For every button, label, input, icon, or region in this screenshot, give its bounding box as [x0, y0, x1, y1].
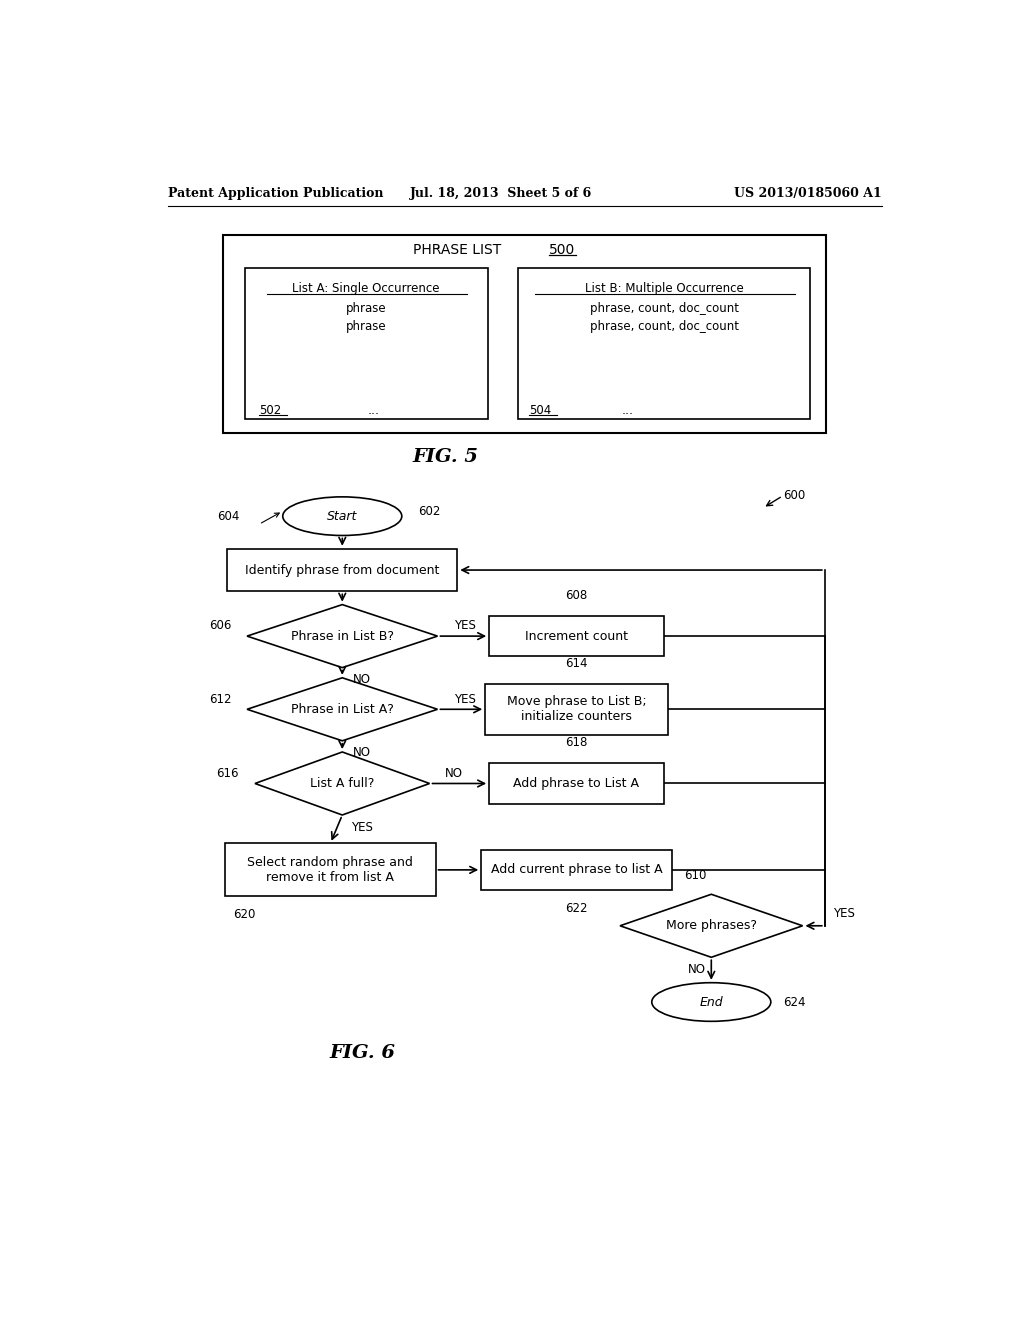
Text: phrase, count, doc_count: phrase, count, doc_count	[590, 319, 739, 333]
Text: PHRASE LIST: PHRASE LIST	[414, 243, 502, 257]
Text: Add current phrase to list A: Add current phrase to list A	[490, 863, 663, 876]
FancyBboxPatch shape	[225, 843, 435, 896]
Text: US 2013/0185060 A1: US 2013/0185060 A1	[734, 187, 882, 201]
Text: Phrase in List B?: Phrase in List B?	[291, 630, 394, 643]
FancyBboxPatch shape	[227, 549, 458, 591]
Text: End: End	[699, 995, 723, 1008]
Text: phrase: phrase	[346, 302, 386, 315]
Text: NO: NO	[444, 767, 463, 780]
Text: List A full?: List A full?	[310, 777, 375, 789]
Ellipse shape	[652, 982, 771, 1022]
Text: YES: YES	[351, 821, 373, 834]
Text: 614: 614	[565, 657, 588, 671]
FancyBboxPatch shape	[481, 850, 672, 890]
Polygon shape	[255, 752, 430, 814]
Text: Select random phrase and
remove it from list A: Select random phrase and remove it from …	[248, 855, 414, 884]
Text: YES: YES	[455, 619, 476, 632]
Polygon shape	[247, 677, 437, 741]
Text: NO: NO	[353, 747, 371, 759]
Text: NO: NO	[353, 673, 371, 686]
Text: 616: 616	[217, 767, 240, 780]
Polygon shape	[247, 605, 437, 668]
Text: 608: 608	[565, 589, 588, 602]
Text: ...: ...	[368, 404, 380, 417]
Text: Move phrase to List B;
initialize counters: Move phrase to List B; initialize counte…	[507, 696, 646, 723]
Text: FIG. 6: FIG. 6	[329, 1044, 395, 1061]
Text: 620: 620	[233, 908, 256, 921]
Text: ...: ...	[622, 404, 634, 417]
Text: YES: YES	[455, 693, 476, 706]
Text: Start: Start	[327, 510, 357, 523]
Text: 612: 612	[209, 693, 231, 706]
FancyBboxPatch shape	[246, 268, 487, 418]
Text: 502: 502	[259, 404, 282, 417]
Text: 606: 606	[209, 619, 231, 632]
Text: 602: 602	[418, 504, 440, 517]
Text: 600: 600	[782, 490, 805, 503]
Text: 604: 604	[217, 510, 240, 523]
Text: phrase: phrase	[346, 319, 386, 333]
FancyBboxPatch shape	[489, 763, 664, 804]
Text: List A: Single Occurrence: List A: Single Occurrence	[292, 282, 440, 294]
Text: Identify phrase from document: Identify phrase from document	[245, 564, 439, 577]
Text: More phrases?: More phrases?	[666, 919, 757, 932]
Text: phrase, count, doc_count: phrase, count, doc_count	[590, 302, 739, 315]
Ellipse shape	[283, 496, 401, 536]
Text: 500: 500	[549, 243, 574, 257]
FancyBboxPatch shape	[223, 235, 826, 433]
Text: Patent Application Publication: Patent Application Publication	[168, 187, 383, 201]
Polygon shape	[620, 894, 803, 957]
Text: Add phrase to List A: Add phrase to List A	[513, 777, 639, 789]
Text: 624: 624	[782, 995, 805, 1008]
Text: Phrase in List A?: Phrase in List A?	[291, 702, 393, 715]
Text: 610: 610	[684, 870, 707, 883]
FancyBboxPatch shape	[489, 615, 664, 656]
Text: NO: NO	[688, 964, 706, 975]
FancyBboxPatch shape	[518, 268, 811, 418]
Text: List B: Multiple Occurrence: List B: Multiple Occurrence	[585, 282, 743, 294]
Text: 504: 504	[528, 404, 551, 417]
Text: Increment count: Increment count	[525, 630, 628, 643]
FancyBboxPatch shape	[485, 684, 668, 735]
Text: 622: 622	[565, 902, 588, 915]
Text: FIG. 5: FIG. 5	[413, 449, 478, 466]
Text: Jul. 18, 2013  Sheet 5 of 6: Jul. 18, 2013 Sheet 5 of 6	[410, 187, 592, 201]
Text: YES: YES	[833, 907, 855, 920]
Text: 618: 618	[565, 737, 588, 750]
